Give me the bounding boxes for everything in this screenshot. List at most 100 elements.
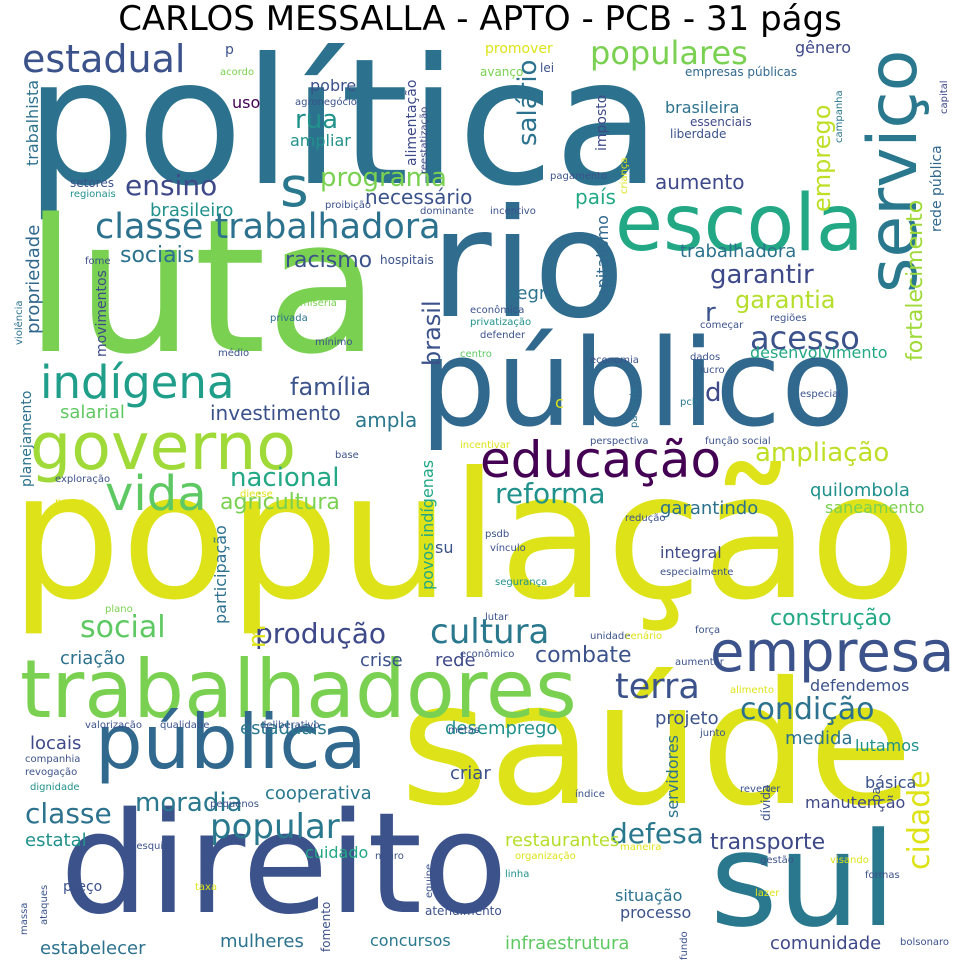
cloud-word: lutar: [485, 612, 509, 623]
cloud-word: avanço: [480, 65, 524, 79]
cloud-word: luta: [25, 179, 380, 395]
cloud-word: médio: [218, 348, 250, 359]
cloud-word: privatização: [470, 317, 532, 328]
cloud-word: aumento: [655, 170, 745, 194]
cloud-word: trabalhadores: [20, 643, 577, 736]
cloud-word: quilombola: [810, 480, 910, 501]
cloud-word: cenário: [625, 631, 663, 642]
cloud-word: gênero: [795, 38, 851, 57]
cloud-word: servidores: [663, 734, 682, 818]
cloud-word: construção: [770, 606, 892, 631]
cloud-word: infraestrutura: [505, 933, 630, 954]
cloud-word: formas: [865, 870, 900, 881]
cloud-word: país: [575, 185, 616, 209]
cloud-word: índice: [575, 789, 605, 800]
cloud-word: vida: [105, 466, 207, 522]
cloud-word: saneamento: [825, 498, 925, 517]
cloud-word: setores: [70, 176, 114, 190]
cloud-word: empresa: [710, 620, 955, 685]
cloud-word: investimento: [210, 401, 341, 425]
cloud-word: locais: [30, 733, 82, 754]
cloud-word: fundo: [679, 931, 690, 960]
cloud-word: público: [420, 315, 855, 454]
cloud-word: projeto: [655, 708, 719, 729]
cloud-word: negra: [505, 283, 558, 304]
cloud-word: alimento: [730, 685, 774, 696]
cloud-word: crise: [360, 650, 403, 671]
cloud-word: empresas públicas: [685, 65, 798, 79]
cloud-word: proibição: [325, 200, 372, 211]
cloud-word: brasil: [418, 300, 446, 366]
cloud-word: p: [225, 42, 234, 58]
cloud-word: unidade: [590, 631, 631, 642]
cloud-word: cultura: [430, 612, 550, 652]
cloud-word: r: [705, 298, 716, 328]
cloud-word: classe trabalhadora: [95, 207, 441, 247]
cloud-word: bolsonaro: [900, 937, 950, 948]
cloud-word: maneira: [620, 842, 662, 853]
cloud-word: criação: [60, 648, 126, 669]
cloud-word: linha: [505, 869, 530, 880]
cloud-word: pública: [95, 698, 367, 786]
cloud-word: desenvolvimento: [750, 343, 888, 362]
cloud-word: ataques: [39, 884, 50, 925]
cloud-word: participação: [211, 525, 230, 624]
cloud-word: família: [290, 373, 372, 401]
cloud-word: fome: [85, 256, 111, 267]
cloud-word: taxa: [195, 882, 218, 893]
cloud-word: reforma: [495, 477, 606, 510]
cloud-word: dados: [690, 352, 721, 363]
cloud-word: parceria: [629, 386, 640, 428]
cloud-word: su: [435, 538, 454, 557]
cloud-word: transporte: [710, 830, 826, 855]
cloud-word: direito: [60, 783, 508, 946]
cloud-word: economia: [590, 355, 639, 366]
cloud-word: qualidade: [160, 720, 210, 731]
cloud-word: concursos: [370, 931, 451, 950]
cloud-word: nacional: [230, 463, 340, 493]
cloud-word: acesso: [750, 319, 860, 357]
cloud-word: defender: [480, 330, 526, 341]
cloud-word: reestatização: [419, 106, 430, 174]
cloud-word: lutamos: [855, 736, 920, 755]
cloud-word: dieese: [240, 489, 273, 500]
cloud-word: estaduais: [240, 718, 327, 739]
cloud-word: lazer: [755, 888, 780, 899]
cloud-word: exploração: [55, 474, 111, 485]
cloud-word: agricultura: [220, 490, 340, 515]
cloud-word: dívida: [759, 784, 773, 821]
cloud-word: salarial: [60, 402, 125, 423]
cloud-word: sociais: [120, 243, 195, 268]
cloud-word: massa: [19, 902, 30, 935]
cloud-word: defendemos: [810, 676, 910, 695]
cloud-word: escola: [615, 179, 864, 269]
cloud-word: valorização: [85, 720, 142, 731]
cloud-word: garantindo: [660, 498, 759, 519]
cloud-word: sul: [710, 804, 897, 956]
cloud-word: alimentação: [404, 79, 420, 166]
cloud-word: indígena: [40, 356, 235, 409]
cloud-word: pcb: [680, 397, 699, 408]
cloud-word: popular: [210, 807, 340, 847]
cloud-word: econômico: [460, 649, 515, 660]
cloud-word: pagamento: [550, 171, 608, 182]
cloud-word: emprego: [808, 104, 836, 212]
cloud-word: negro: [375, 851, 404, 862]
cloud-word: povos indígenas: [418, 459, 437, 590]
cloud-word: ensino: [125, 169, 218, 202]
cloud-word: saúde: [400, 646, 913, 844]
cloud-word: atendimento: [425, 904, 502, 918]
cloud-word: programa: [320, 163, 447, 193]
cloud-word: econômica: [470, 305, 525, 316]
cloud-word: regionais: [70, 189, 116, 200]
cloud-word: s: [280, 155, 309, 219]
cloud-word: gestão: [760, 855, 794, 866]
cloud-word: plano: [105, 604, 133, 615]
cloud-word: vínculo: [490, 543, 526, 554]
cloud-word: moradia: [135, 788, 243, 818]
cloud-word: desemprego: [445, 718, 558, 739]
cloud-word: garantir: [710, 260, 814, 290]
cloud-word: segurança: [495, 577, 548, 588]
cloud-word: social: [80, 610, 166, 645]
